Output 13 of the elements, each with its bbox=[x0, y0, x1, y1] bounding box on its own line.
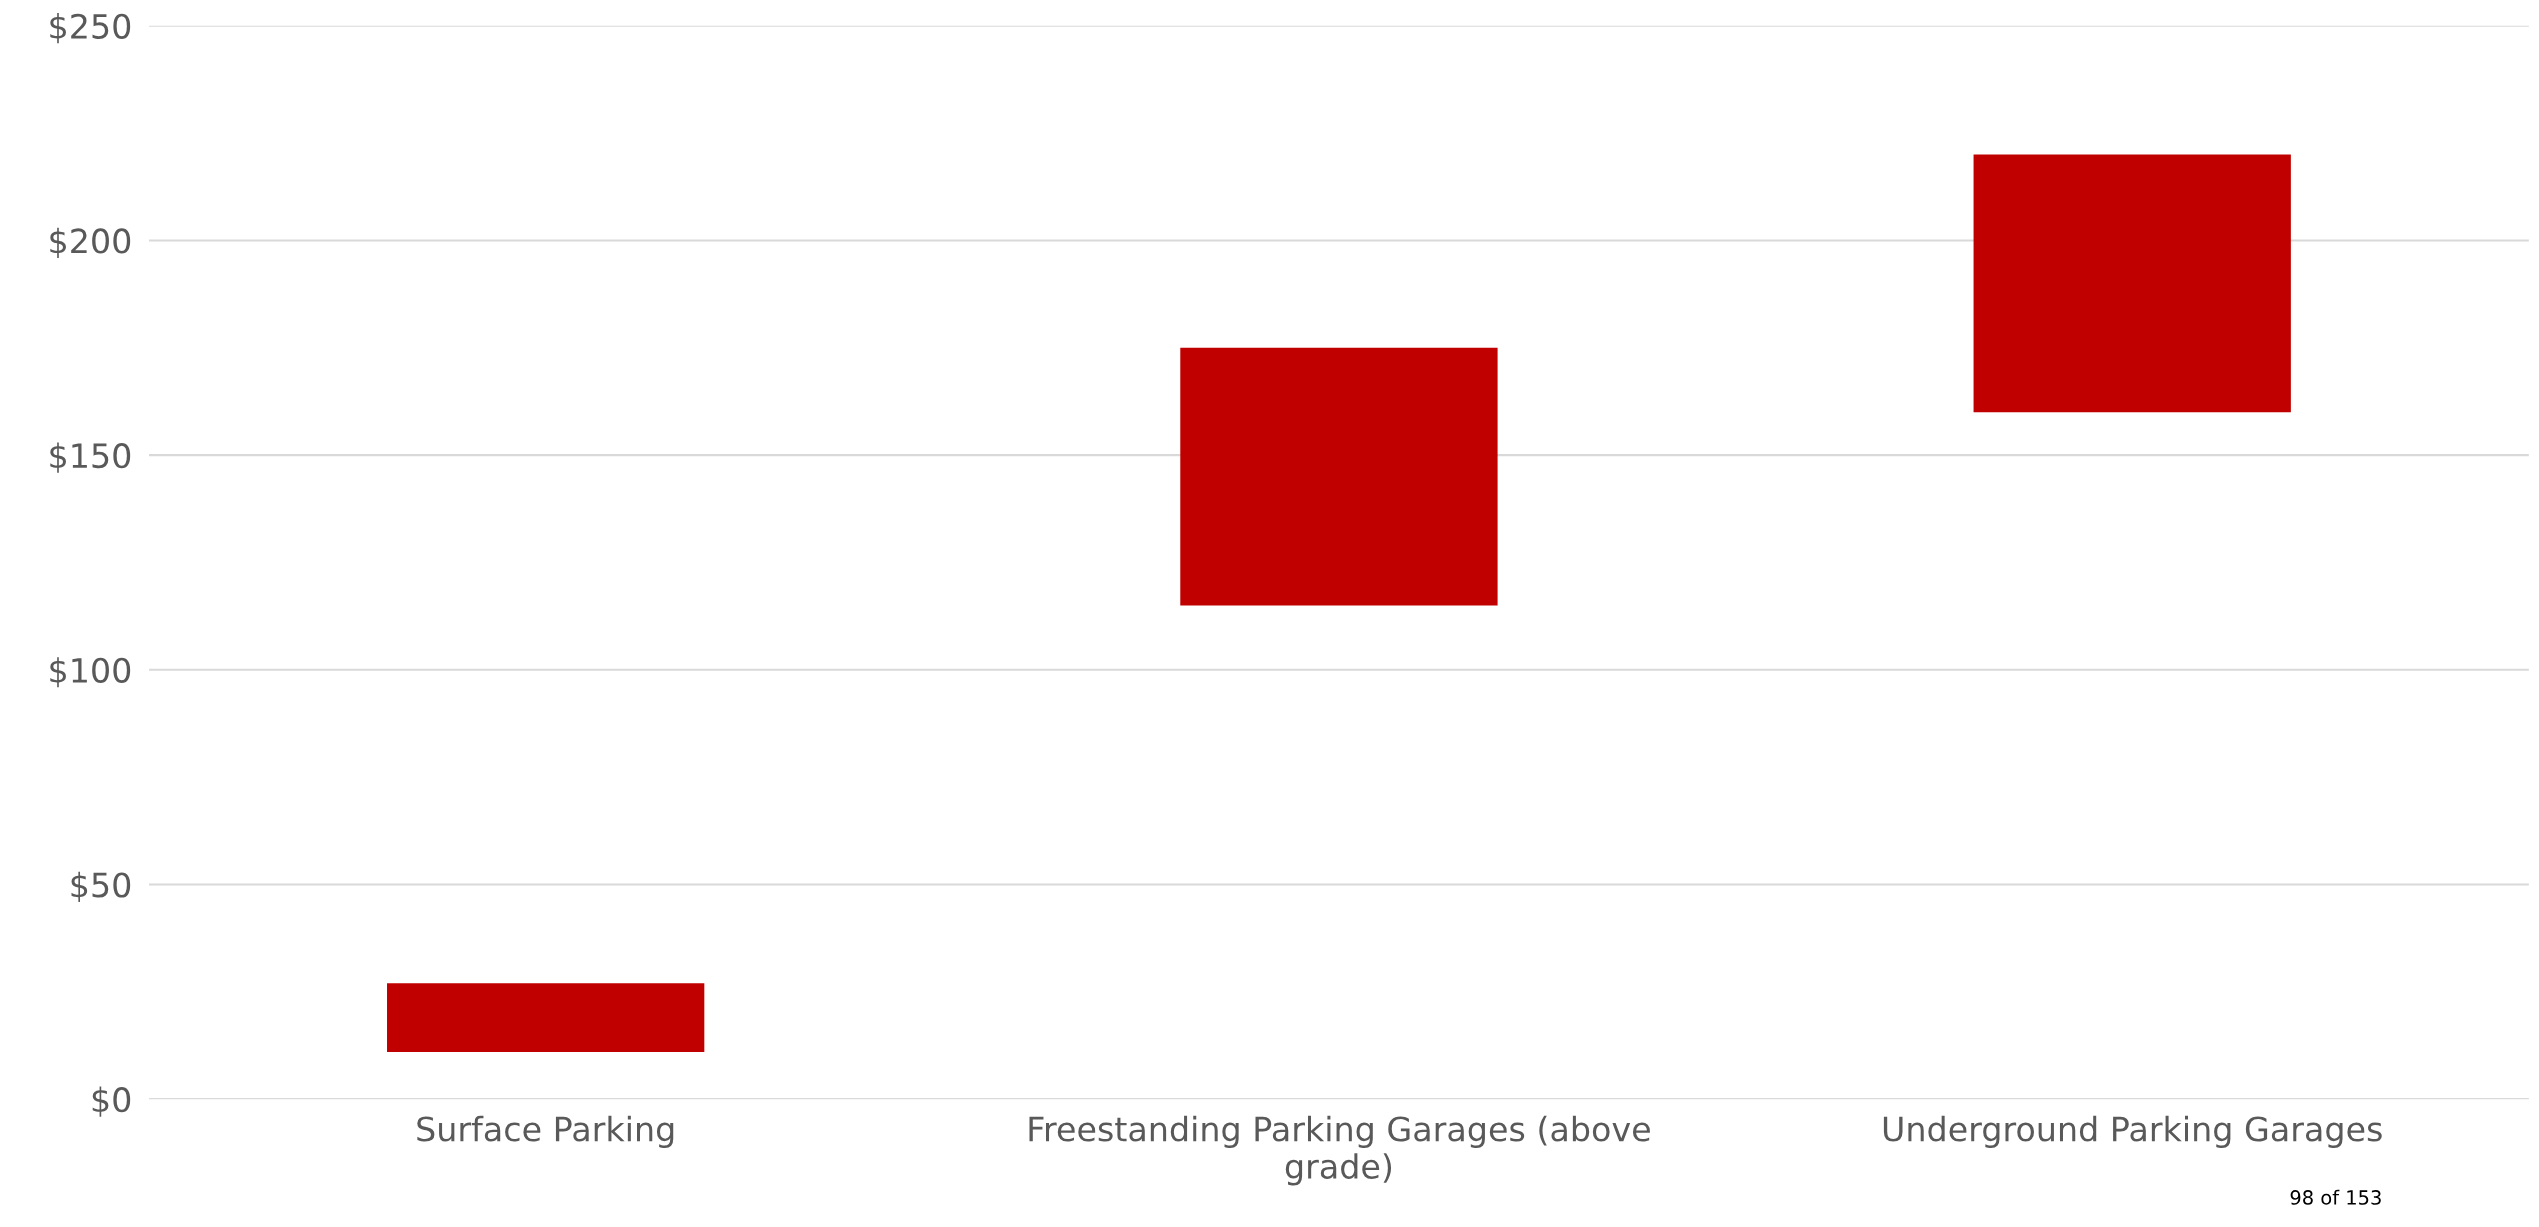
bar bbox=[1973, 154, 2291, 413]
y-tick-label: $50 bbox=[71, 871, 131, 903]
text: 98 of 153 bbox=[2290, 1189, 2381, 1205]
y-tick-label: $100 bbox=[50, 657, 131, 688]
y-tick-label: $250 bbox=[50, 13, 131, 44]
x-tick-label: Surface Parking bbox=[417, 1115, 674, 1149]
bar bbox=[387, 983, 705, 1052]
x-tick-label: Freestanding Parking Garages (above grade) bbox=[1029, 1115, 1650, 1186]
x-tick-label: Underground Parking Garages bbox=[1883, 1115, 2382, 1149]
y-tick-label: $200 bbox=[50, 227, 131, 259]
y-tick-label: $0 bbox=[92, 1086, 131, 1117]
bar bbox=[1180, 347, 1498, 606]
y-tick-label: $150 bbox=[50, 442, 131, 473]
